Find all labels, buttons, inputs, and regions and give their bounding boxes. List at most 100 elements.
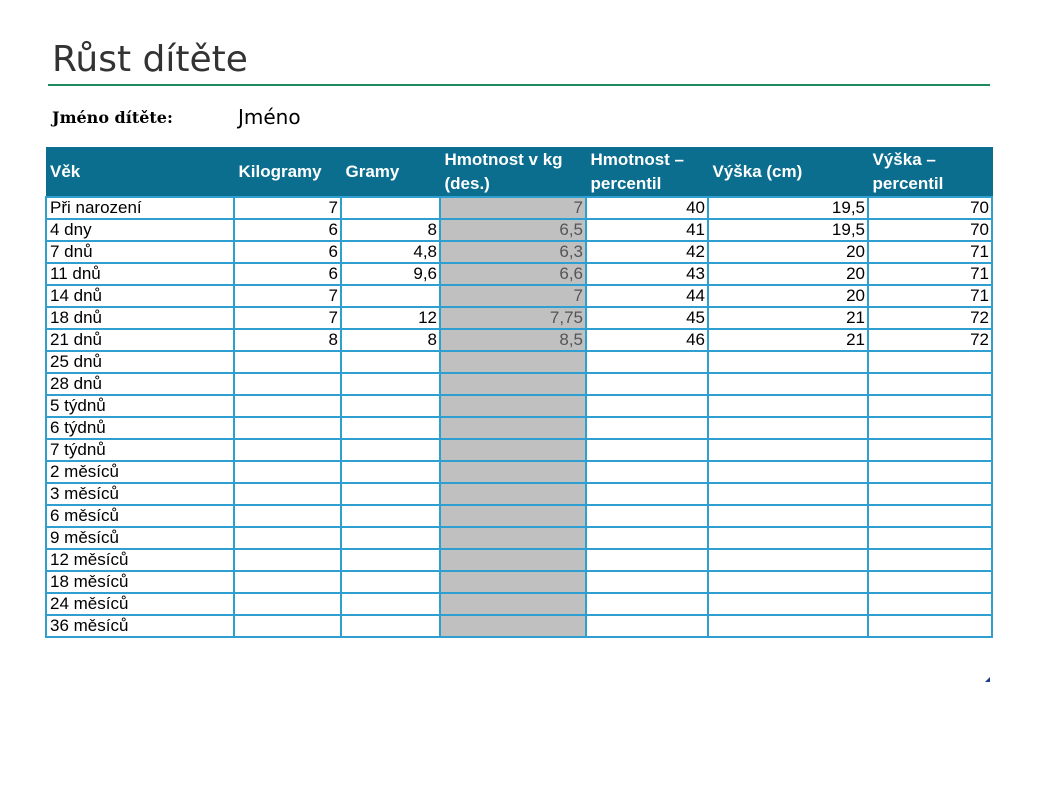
age-cell[interactable]: 25 dnů <box>45 350 235 374</box>
height-percentile-cell[interactable] <box>867 526 993 550</box>
age-cell[interactable]: 5 týdnů <box>45 394 235 418</box>
grams-cell[interactable] <box>340 350 441 374</box>
grams-cell[interactable]: 9,6 <box>340 262 441 286</box>
weight-percentile-cell[interactable]: 43 <box>585 262 709 286</box>
grams-cell[interactable] <box>340 482 441 506</box>
height-cell[interactable]: 19,5 <box>707 218 869 242</box>
weight-percentile-cell[interactable] <box>585 482 709 506</box>
kilograms-cell[interactable]: 7 <box>233 284 342 308</box>
age-cell[interactable]: 6 týdnů <box>45 416 235 440</box>
kilograms-cell[interactable] <box>233 460 342 484</box>
grams-cell[interactable] <box>340 592 441 616</box>
weight-percentile-cell[interactable] <box>585 350 709 374</box>
weight-percentile-cell[interactable] <box>585 460 709 484</box>
height-cell[interactable] <box>707 526 869 550</box>
height-percentile-cell[interactable]: 70 <box>867 196 993 220</box>
height-percentile-cell[interactable] <box>867 570 993 594</box>
height-percentile-cell[interactable] <box>867 460 993 484</box>
weight-percentile-cell[interactable]: 44 <box>585 284 709 308</box>
height-percentile-cell[interactable] <box>867 372 993 396</box>
height-cell[interactable]: 21 <box>707 328 869 352</box>
header-age[interactable]: Věk <box>46 147 235 197</box>
height-percentile-cell[interactable] <box>867 592 993 616</box>
height-percentile-cell[interactable] <box>867 504 993 528</box>
grams-cell[interactable]: 4,8 <box>340 240 441 264</box>
grams-cell[interactable] <box>340 548 441 572</box>
kilograms-cell[interactable] <box>233 548 342 572</box>
kilograms-cell[interactable]: 6 <box>233 262 342 286</box>
grams-cell[interactable] <box>340 614 441 638</box>
weight-percentile-cell[interactable] <box>585 614 709 638</box>
height-percentile-cell[interactable]: 71 <box>867 240 993 264</box>
kilograms-cell[interactable]: 7 <box>233 196 342 220</box>
kilograms-cell[interactable] <box>233 592 342 616</box>
weight-percentile-cell[interactable] <box>585 570 709 594</box>
weight-percentile-cell[interactable] <box>585 526 709 550</box>
grams-cell[interactable]: 8 <box>340 218 441 242</box>
height-cell[interactable]: 19,5 <box>707 196 869 220</box>
grams-cell[interactable] <box>340 196 441 220</box>
grams-cell[interactable] <box>340 394 441 418</box>
kilograms-cell[interactable] <box>233 438 342 462</box>
height-cell[interactable] <box>707 504 869 528</box>
age-cell[interactable]: Při narození <box>45 196 235 220</box>
height-percentile-cell[interactable] <box>867 614 993 638</box>
height-cell[interactable] <box>707 372 869 396</box>
header-weight-percentile[interactable]: Hmotnost – percentil <box>586 147 709 197</box>
age-cell[interactable]: 21 dnů <box>45 328 235 352</box>
height-cell[interactable]: 20 <box>707 262 869 286</box>
height-percentile-cell[interactable] <box>867 416 993 440</box>
grams-cell[interactable] <box>340 460 441 484</box>
weight-percentile-cell[interactable]: 45 <box>585 306 709 330</box>
kilograms-cell[interactable] <box>233 372 342 396</box>
age-cell[interactable]: 3 měsíců <box>45 482 235 506</box>
weight-percentile-cell[interactable]: 41 <box>585 218 709 242</box>
height-cell[interactable] <box>707 438 869 462</box>
height-cell[interactable] <box>707 614 869 638</box>
age-cell[interactable]: 28 dnů <box>45 372 235 396</box>
height-percentile-cell[interactable] <box>867 350 993 374</box>
age-cell[interactable]: 11 dnů <box>45 262 235 286</box>
grams-cell[interactable] <box>340 526 441 550</box>
height-cell[interactable]: 21 <box>707 306 869 330</box>
weight-percentile-cell[interactable] <box>585 438 709 462</box>
height-cell[interactable]: 20 <box>707 240 869 264</box>
age-cell[interactable]: 18 dnů <box>45 306 235 330</box>
weight-percentile-cell[interactable] <box>585 504 709 528</box>
age-cell[interactable]: 18 měsíců <box>45 570 235 594</box>
age-cell[interactable]: 7 týdnů <box>45 438 235 462</box>
table-resize-handle[interactable] <box>985 677 990 682</box>
age-cell[interactable]: 12 měsíců <box>45 548 235 572</box>
height-percentile-cell[interactable]: 70 <box>867 218 993 242</box>
height-percentile-cell[interactable]: 71 <box>867 284 993 308</box>
grams-cell[interactable] <box>340 438 441 462</box>
age-cell[interactable]: 2 měsíců <box>45 460 235 484</box>
height-percentile-cell[interactable]: 72 <box>867 328 993 352</box>
header-grams[interactable]: Gramy <box>341 147 441 197</box>
kilograms-cell[interactable] <box>233 570 342 594</box>
height-cell[interactable] <box>707 592 869 616</box>
weight-percentile-cell[interactable] <box>585 372 709 396</box>
weight-percentile-cell[interactable] <box>585 416 709 440</box>
height-percentile-cell[interactable] <box>867 438 993 462</box>
age-cell[interactable]: 24 měsíců <box>45 592 235 616</box>
kilograms-cell[interactable]: 6 <box>233 218 342 242</box>
kilograms-cell[interactable] <box>233 482 342 506</box>
height-cell[interactable]: 20 <box>707 284 869 308</box>
grams-cell[interactable] <box>340 372 441 396</box>
grams-cell[interactable] <box>340 570 441 594</box>
header-weight-decimal[interactable]: Hmotnost v kg (des.) <box>440 147 587 197</box>
age-cell[interactable]: 7 dnů <box>45 240 235 264</box>
weight-percentile-cell[interactable] <box>585 548 709 572</box>
kilograms-cell[interactable] <box>233 526 342 550</box>
age-cell[interactable]: 6 měsíců <box>45 504 235 528</box>
weight-percentile-cell[interactable] <box>585 394 709 418</box>
height-percentile-cell[interactable]: 71 <box>867 262 993 286</box>
child-name-field[interactable]: Jméno <box>238 105 301 129</box>
grams-cell[interactable] <box>340 416 441 440</box>
age-cell[interactable]: 14 dnů <box>45 284 235 308</box>
kilograms-cell[interactable] <box>233 504 342 528</box>
kilograms-cell[interactable]: 7 <box>233 306 342 330</box>
height-cell[interactable] <box>707 460 869 484</box>
height-cell[interactable] <box>707 482 869 506</box>
